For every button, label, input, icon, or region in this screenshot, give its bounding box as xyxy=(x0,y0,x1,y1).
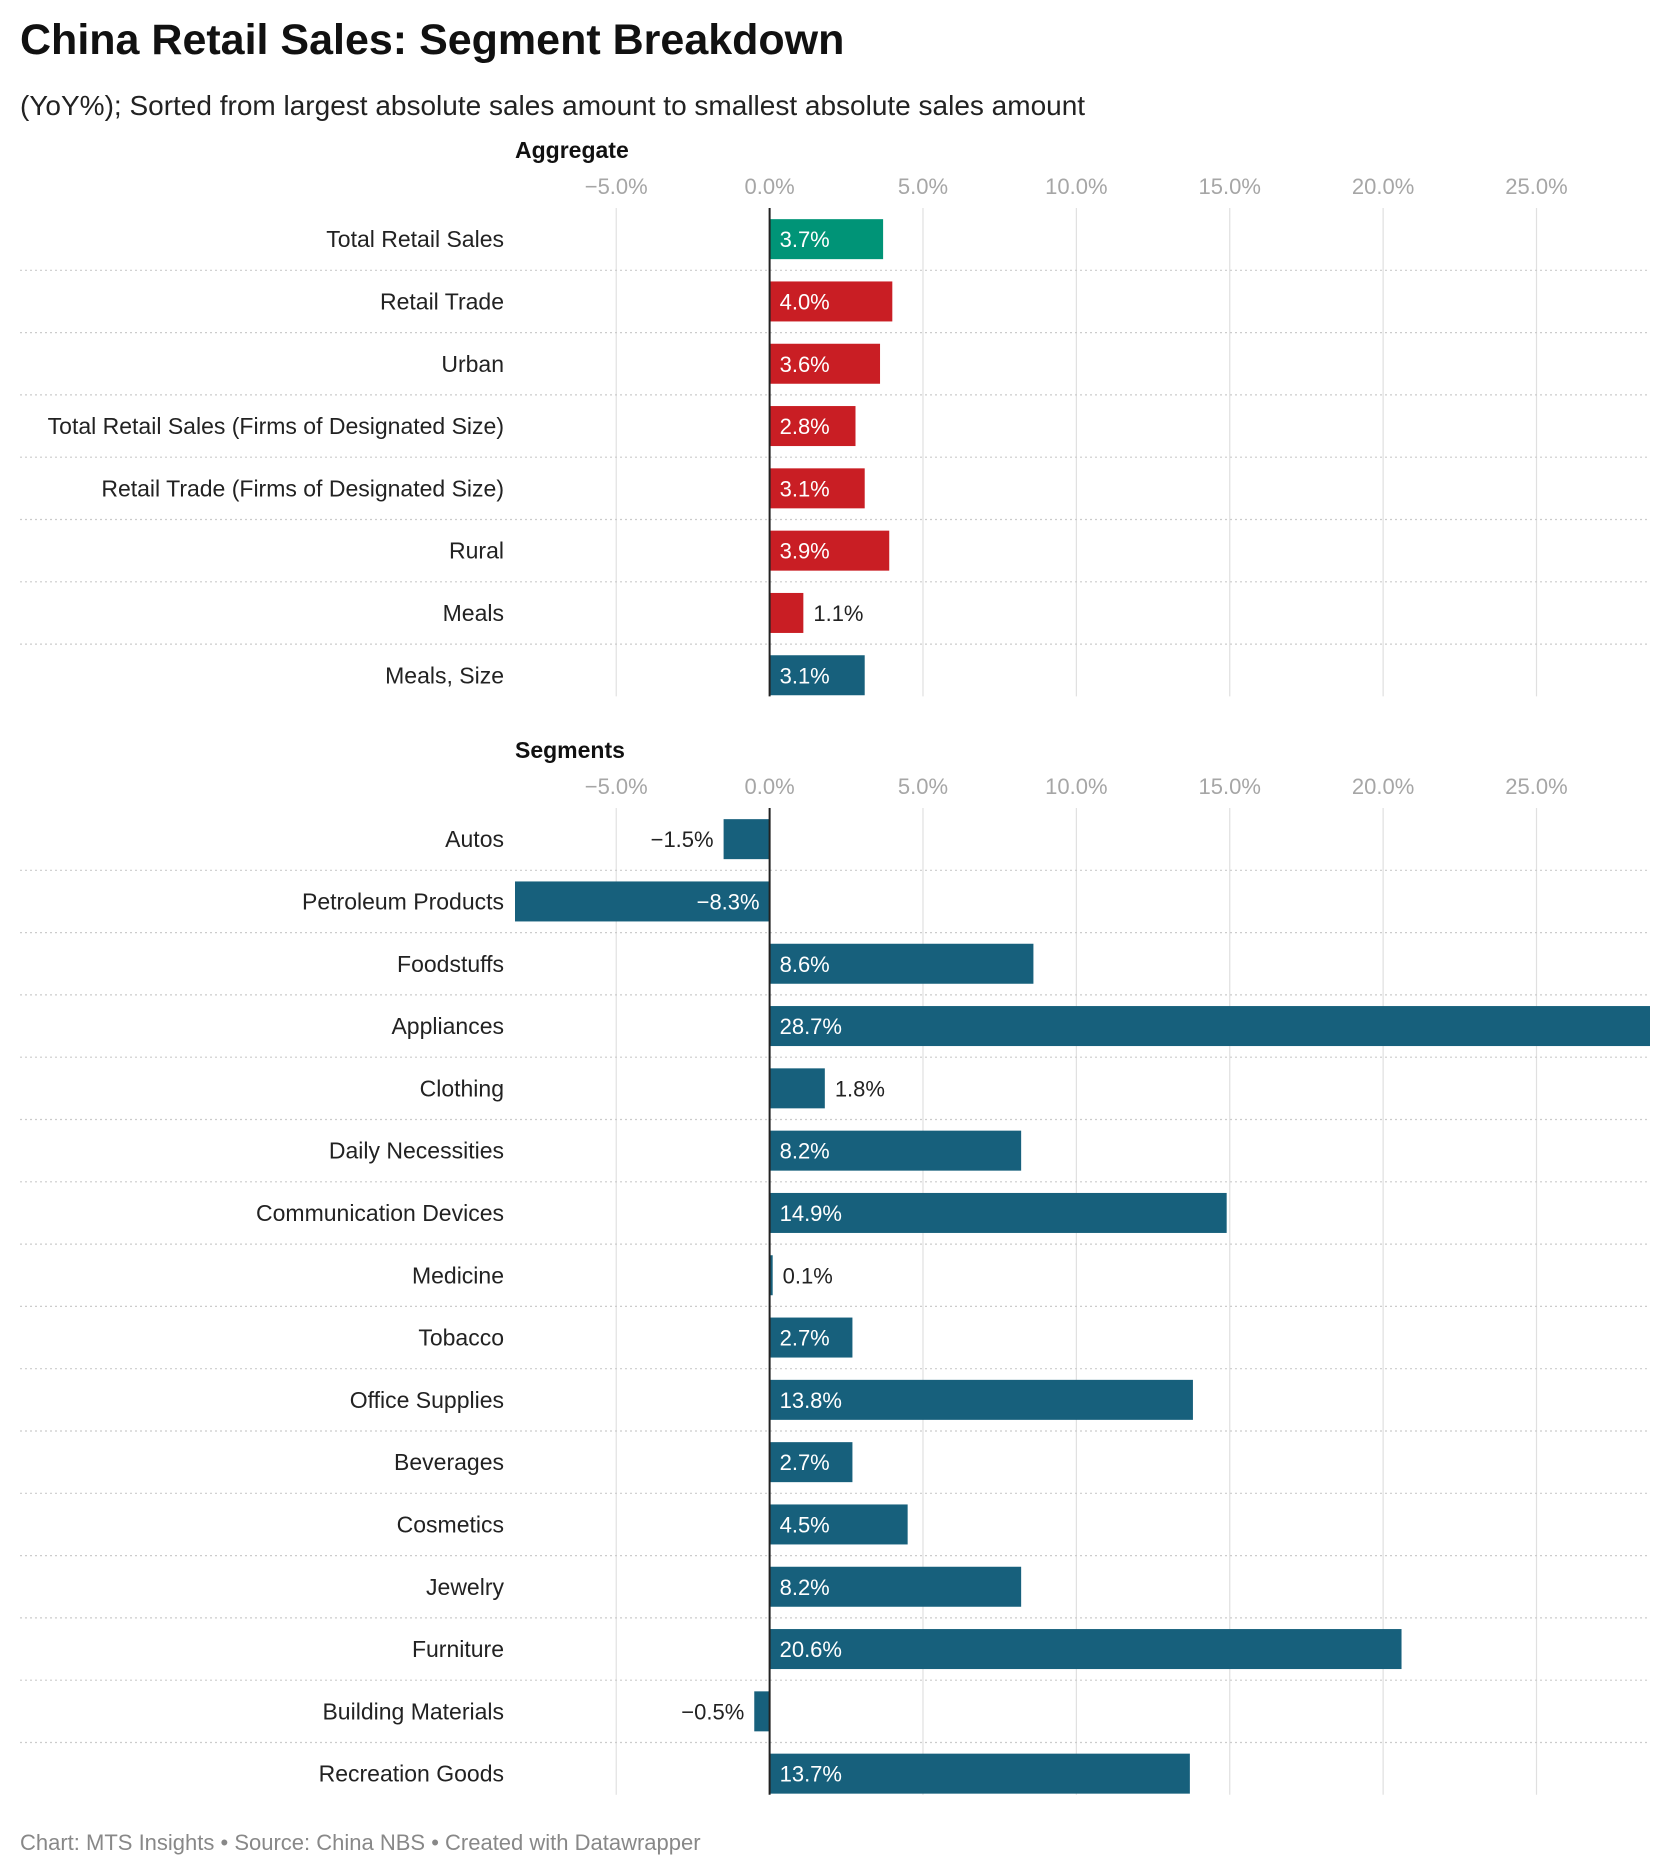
bar xyxy=(769,1130,1022,1171)
x-tick-label: 0.0% xyxy=(745,174,795,199)
bar xyxy=(769,1006,1650,1047)
bar xyxy=(769,343,881,384)
x-tick-label: 0.0% xyxy=(745,774,795,799)
chart-footer: Chart: MTS Insights • Source: China NBS … xyxy=(20,1830,701,1855)
x-tick-label: 25.0% xyxy=(1505,174,1567,199)
bar xyxy=(769,1317,853,1358)
value-label: 2.7% xyxy=(780,1450,830,1475)
bar xyxy=(769,943,1034,984)
bar xyxy=(769,1068,825,1109)
category-label: Clothing xyxy=(420,1075,504,1101)
category-label: Meals, Size xyxy=(385,662,504,688)
value-label: 3.9% xyxy=(780,539,830,564)
x-tick-label: 5.0% xyxy=(898,774,948,799)
value-label: 8.6% xyxy=(780,952,830,977)
bar xyxy=(769,1442,853,1483)
value-label: 3.6% xyxy=(780,352,830,377)
x-tick-label: 15.0% xyxy=(1199,774,1261,799)
value-label: 4.0% xyxy=(780,289,830,314)
bar xyxy=(769,219,884,260)
category-label: Foodstuffs xyxy=(397,951,504,977)
category-label: Office Supplies xyxy=(350,1387,504,1413)
category-label: Tobacco xyxy=(418,1325,504,1351)
bar xyxy=(754,1691,770,1732)
chart-subtitle: (YoY%); Sorted from largest absolute sal… xyxy=(20,90,1086,121)
category-label: Furniture xyxy=(412,1636,504,1662)
category-label: Total Retail Sales xyxy=(326,226,504,252)
x-tick-label: 15.0% xyxy=(1199,174,1261,199)
category-label: Meals xyxy=(443,600,504,626)
x-tick-label: 5.0% xyxy=(898,174,948,199)
category-label: Total Retail Sales (Firms of Designated … xyxy=(48,413,504,439)
bar xyxy=(769,1629,1402,1670)
bar xyxy=(769,655,865,696)
category-label: Medicine xyxy=(412,1262,504,1288)
value-label: 8.2% xyxy=(780,1575,830,1600)
category-label: Retail Trade xyxy=(380,288,504,314)
x-tick-label: 25.0% xyxy=(1505,774,1567,799)
bar xyxy=(769,1504,908,1545)
value-label: 8.2% xyxy=(780,1139,830,1164)
category-label: Cosmetics xyxy=(397,1511,504,1537)
value-label: −1.5% xyxy=(651,827,714,852)
category-label: Urban xyxy=(441,351,504,377)
x-tick-label: 20.0% xyxy=(1352,774,1414,799)
bar xyxy=(769,1753,1190,1794)
x-tick-label: −5.0% xyxy=(585,174,648,199)
value-label: 3.7% xyxy=(780,227,830,252)
bar xyxy=(515,881,770,922)
value-label: 3.1% xyxy=(780,663,830,688)
x-tick-label: 10.0% xyxy=(1045,174,1107,199)
bar xyxy=(769,1379,1193,1420)
category-label: Retail Trade (Firms of Designated Size) xyxy=(101,475,504,501)
bar xyxy=(769,1566,1022,1607)
value-label: 1.1% xyxy=(813,601,863,626)
value-label: 2.7% xyxy=(780,1326,830,1351)
bar xyxy=(769,468,865,509)
bar xyxy=(769,406,856,447)
value-label: 3.1% xyxy=(780,476,830,501)
value-label: 13.8% xyxy=(780,1388,842,1413)
panel-title: Segments xyxy=(515,737,625,763)
value-label: 13.7% xyxy=(780,1762,842,1787)
category-label: Communication Devices xyxy=(256,1200,504,1226)
x-tick-label: −5.0% xyxy=(585,774,648,799)
bar xyxy=(723,819,770,860)
x-tick-label: 20.0% xyxy=(1352,174,1414,199)
category-label: Petroleum Products xyxy=(302,888,504,914)
category-label: Recreation Goods xyxy=(319,1761,504,1787)
category-label: Daily Necessities xyxy=(329,1138,504,1164)
category-label: Beverages xyxy=(394,1449,504,1475)
bar xyxy=(769,1255,773,1296)
value-label: 20.6% xyxy=(780,1637,842,1662)
category-label: Autos xyxy=(445,826,504,852)
x-tick-label: 10.0% xyxy=(1045,774,1107,799)
bar xyxy=(769,281,893,322)
value-label: 2.8% xyxy=(780,414,830,439)
panel-title: Aggregate xyxy=(515,137,629,163)
bar xyxy=(769,1192,1227,1233)
chart-title: China Retail Sales: Segment Breakdown xyxy=(20,16,845,64)
category-label: Appliances xyxy=(391,1013,504,1039)
value-label: 0.1% xyxy=(783,1263,833,1288)
value-label: 1.8% xyxy=(835,1076,885,1101)
value-label: 4.5% xyxy=(780,1512,830,1537)
bar xyxy=(769,530,890,571)
value-label: 28.7% xyxy=(780,1014,842,1039)
category-label: Building Materials xyxy=(322,1698,504,1724)
value-label: −0.5% xyxy=(681,1699,744,1724)
value-label: −8.3% xyxy=(697,889,760,914)
bar xyxy=(769,592,804,633)
category-label: Jewelry xyxy=(426,1574,504,1600)
value-label: 14.9% xyxy=(780,1201,842,1226)
category-label: Rural xyxy=(449,538,504,564)
